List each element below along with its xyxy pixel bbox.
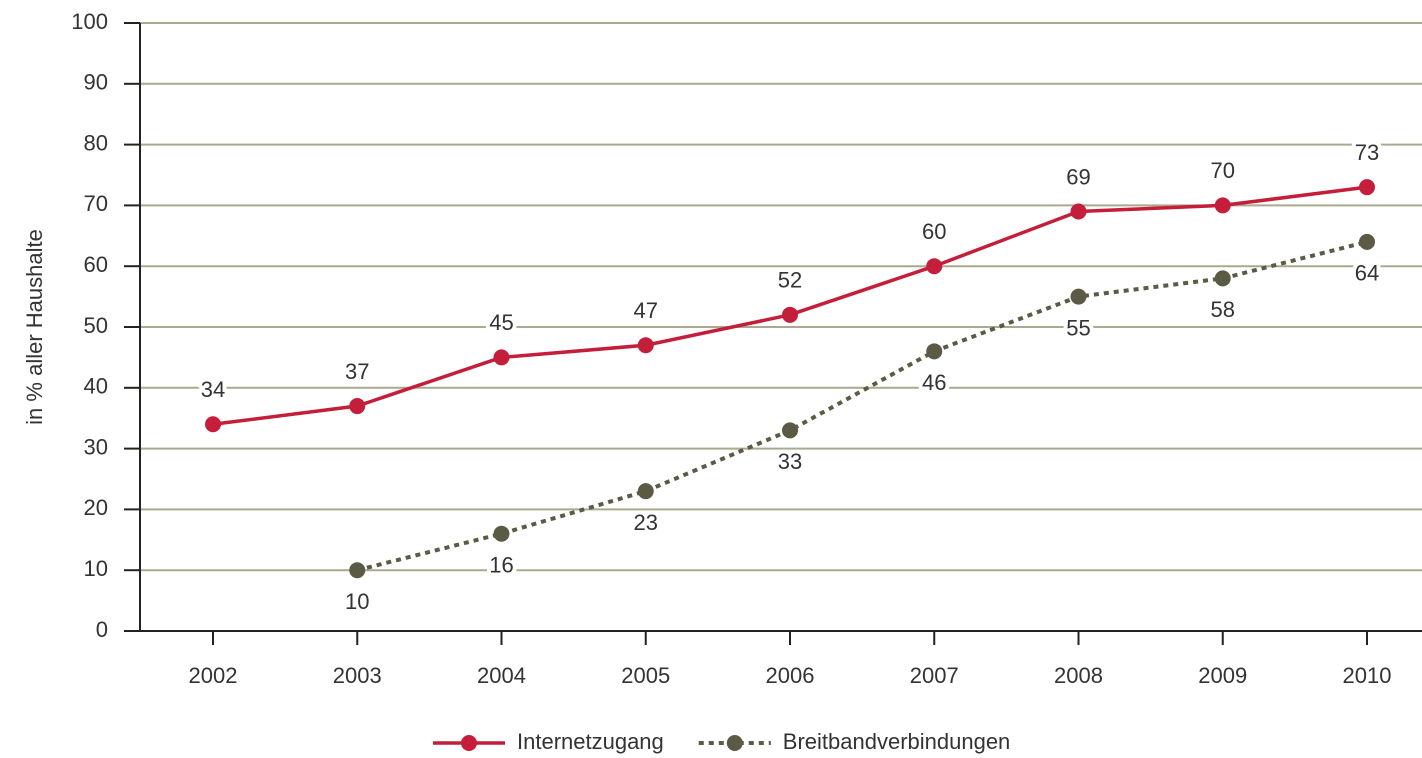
data-point (1359, 233, 1375, 250)
data-label: 52 (778, 268, 802, 293)
data-label: 37 (345, 359, 369, 384)
data-label: 69 (1066, 164, 1090, 189)
data-label: 23 (634, 510, 658, 535)
data-label: 45 (489, 310, 513, 335)
y-tick-label: 90 (84, 70, 108, 95)
legend-label: Internetzugang (517, 729, 664, 754)
x-tick-label: 2002 (189, 663, 238, 688)
legend-label: Breitbandverbindungen (783, 729, 1011, 754)
data-point (493, 349, 510, 366)
data-point (1070, 288, 1087, 305)
data-label: 34 (201, 377, 225, 402)
data-point (493, 525, 510, 542)
y-tick-label: 50 (84, 313, 108, 338)
y-tick-label: 20 (84, 495, 108, 520)
data-point (1359, 179, 1375, 196)
y-tick-label: 0 (96, 617, 108, 642)
data-label: 10 (345, 589, 369, 614)
data-point (205, 416, 221, 433)
y-tick-label: 100 (71, 9, 108, 34)
series-line (356, 239, 1368, 573)
data-label: 70 (1211, 158, 1235, 183)
y-axis-label: in % aller Haushalte (22, 229, 47, 425)
data-point (1214, 197, 1231, 214)
data-point (1214, 270, 1231, 287)
data-point (637, 483, 654, 500)
x-tick-label: 2010 (1343, 663, 1392, 688)
data-label: 46 (922, 370, 946, 395)
data-label: 73 (1355, 140, 1379, 165)
y-tick-label: 80 (84, 130, 108, 155)
y-tick-label: 10 (84, 556, 108, 581)
x-tick-label: 2008 (1054, 663, 1103, 688)
y-tick-label: 70 (84, 191, 108, 216)
legend-marker (461, 735, 477, 751)
y-tick-label: 30 (84, 434, 108, 459)
data-point (637, 337, 654, 354)
data-point (782, 422, 798, 439)
data-label: 33 (778, 449, 802, 474)
x-tick-label: 2003 (333, 663, 382, 688)
x-tick-label: 2009 (1198, 663, 1247, 688)
data-point (926, 258, 943, 275)
data-point (926, 343, 943, 360)
data-point (349, 562, 366, 579)
x-tick-label: 2006 (766, 663, 815, 688)
data-point (782, 306, 798, 323)
data-label: 47 (634, 298, 658, 323)
x-tick-label: 2005 (621, 663, 670, 688)
y-tick-label: 60 (84, 252, 108, 277)
data-label: 64 (1355, 261, 1379, 286)
data-label: 55 (1066, 315, 1090, 340)
x-tick-label: 2004 (477, 663, 526, 688)
data-point (1070, 203, 1087, 220)
y-tick-label: 40 (84, 374, 108, 399)
data-label: 58 (1211, 297, 1235, 322)
data-label: 16 (489, 553, 513, 578)
data-label: 60 (922, 219, 946, 244)
x-tick-label: 2007 (910, 663, 959, 688)
data-point (349, 398, 366, 415)
legend-marker (726, 735, 743, 751)
